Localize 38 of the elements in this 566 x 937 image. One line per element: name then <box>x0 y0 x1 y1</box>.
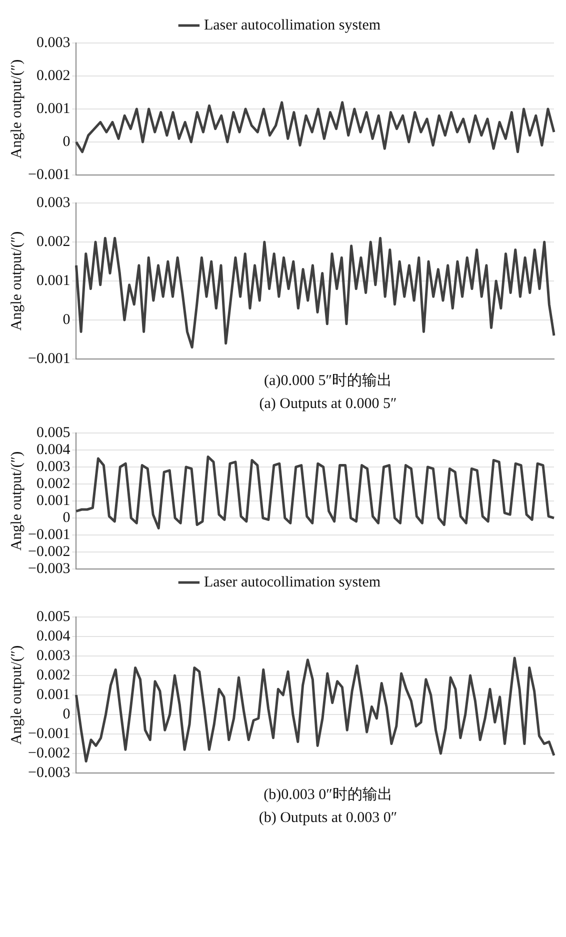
y-axis-title: Angle output/(″) <box>8 231 25 331</box>
y-tick-label: 0.002 <box>36 476 70 492</box>
y-tick-label: 0.001 <box>36 492 70 509</box>
y-tick-label: 0.002 <box>36 234 70 250</box>
text: (b) Outputs at 0.003 0″ <box>258 809 398 828</box>
y-tick-label: −0.001 <box>28 526 70 543</box>
y-tick-label: −0.001 <box>28 166 70 183</box>
legend-label: Laser autocollimation system <box>204 574 381 590</box>
y-tick-label: −0.002 <box>28 544 70 560</box>
text: (b)0.003 0″时的输出 <box>262 786 394 805</box>
y-tick-label: 0.003 <box>36 34 70 51</box>
y-tick-label: 0.005 <box>36 608 70 625</box>
y-tick-label: 0.005 <box>36 424 70 441</box>
text: (a)0.000 5″时的输出 <box>263 372 393 391</box>
y-axis-title: Angle output/(″) <box>8 645 25 745</box>
y-tick-label: 0.001 <box>36 272 70 289</box>
y-tick-label: −0.003 <box>28 560 70 577</box>
y-tick-label: 0.003 <box>36 648 70 664</box>
y-tick-label: 0 <box>62 312 70 328</box>
y-tick-label: 0 <box>62 706 70 722</box>
y-tick-label: 0.002 <box>36 68 70 84</box>
y-tick-label: −0.001 <box>28 350 70 367</box>
y-tick-label: −0.001 <box>28 726 70 742</box>
y-tick-label: −0.003 <box>28 764 70 781</box>
y-axis-title: Angle output/(″) <box>8 451 25 551</box>
y-tick-label: −0.002 <box>28 745 70 762</box>
y-tick-label: 0.003 <box>36 194 70 211</box>
y-tick-label: 0.001 <box>36 686 70 703</box>
y-tick-label: 0.002 <box>36 667 70 684</box>
y-axis-title: Angle output/(″) <box>8 59 25 159</box>
y-tick-label: 0 <box>62 134 70 150</box>
y-tick-label: 0.001 <box>36 100 70 117</box>
legend-label: Laser autocollimation system <box>204 17 381 34</box>
text: (a) Outputs at 0.000 5″ <box>258 395 398 414</box>
y-tick-label: 0 <box>62 510 70 526</box>
y-tick-label: 0.003 <box>36 458 70 475</box>
y-tick-label: 0.004 <box>36 628 71 644</box>
y-tick-label: 0.004 <box>36 442 71 458</box>
